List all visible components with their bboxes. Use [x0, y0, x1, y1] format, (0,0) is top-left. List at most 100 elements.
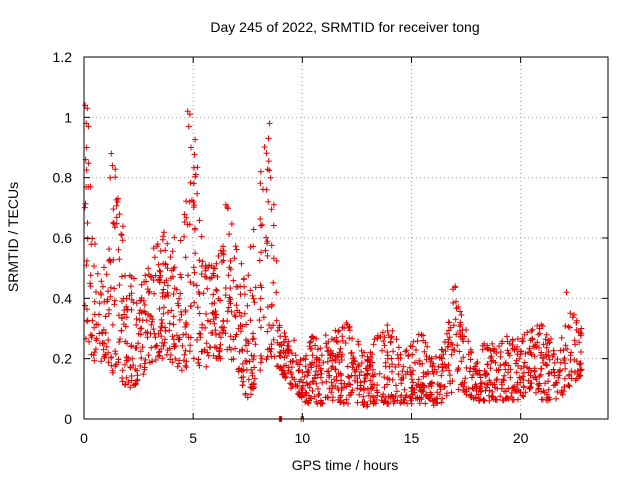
data-point: [460, 338, 467, 345]
data-point: [449, 378, 456, 384]
data-point: [457, 327, 463, 334]
data-point: [164, 240, 171, 247]
data-point: [558, 387, 565, 394]
data-point: [379, 329, 386, 336]
data-point: [273, 258, 280, 264]
data-point: [411, 389, 418, 396]
data-point: [230, 336, 237, 343]
data-point: [553, 395, 559, 402]
data-point: [159, 290, 166, 296]
data-point: [317, 374, 324, 381]
data-point: [167, 356, 174, 363]
data-point: [177, 237, 184, 244]
data-point: [204, 349, 211, 356]
data-point: [339, 324, 346, 331]
data-point: [486, 377, 493, 384]
data-point: [576, 372, 583, 379]
data-point: [203, 363, 210, 370]
data-point: [481, 340, 488, 347]
data-point: [289, 350, 295, 357]
data-point: [346, 392, 353, 399]
data-point: [181, 219, 188, 225]
data-point: [188, 144, 194, 151]
data-point: [467, 356, 474, 363]
data-point: [345, 400, 351, 407]
data-point: [551, 351, 558, 358]
data-point: [249, 292, 256, 299]
data-point: [105, 337, 112, 343]
data-point: [289, 374, 296, 381]
data-point: [226, 231, 233, 238]
data-point: [455, 386, 462, 393]
data-point: [281, 354, 288, 361]
data-point: [335, 386, 342, 393]
data-point: [410, 338, 417, 345]
data-point: [454, 342, 461, 349]
data-point: [355, 363, 362, 370]
data-point: [246, 358, 253, 365]
data-point: [92, 346, 99, 353]
data-point: [344, 363, 351, 370]
data-point: [543, 331, 550, 338]
data-point: [446, 319, 453, 326]
data-point: [567, 310, 574, 317]
data-point: [462, 375, 469, 382]
data-point: [487, 365, 494, 372]
data-point: [227, 285, 234, 292]
axis-ticks: 0 0.2 0.4 0.6 0.8 1 1.2 0 5 10 15 20: [53, 49, 608, 446]
data-point: [378, 397, 385, 404]
data-point: [545, 386, 552, 393]
data-point: [160, 286, 167, 293]
data-point: [325, 394, 332, 401]
data-point: [111, 297, 118, 304]
data-point: [410, 379, 416, 386]
data-point: [281, 371, 288, 378]
data-point: [502, 359, 509, 366]
data-point: [460, 387, 467, 394]
data-point: [153, 342, 160, 349]
data-point: [529, 326, 536, 333]
data-point: [257, 180, 264, 187]
data-point: [302, 363, 309, 370]
data-point: [304, 368, 311, 375]
data-point: [281, 330, 288, 336]
data-point: [457, 321, 464, 328]
data-point: [513, 346, 520, 353]
data-point: [374, 392, 381, 399]
data-point: [128, 283, 134, 290]
data-point: [445, 343, 452, 350]
data-point: [279, 367, 286, 374]
data-point: [83, 167, 90, 173]
data-point: [389, 393, 396, 400]
data-point: [360, 401, 367, 408]
data-point: [509, 397, 516, 403]
data-point: [219, 250, 226, 257]
data-point: [278, 341, 284, 348]
data-point: [191, 202, 198, 209]
data-point: [373, 387, 380, 394]
data-point: [217, 334, 224, 341]
data-point: [260, 314, 267, 321]
data-point: [284, 342, 291, 349]
data-point: [198, 348, 205, 355]
data-point: [211, 343, 218, 350]
data-point: [187, 179, 194, 186]
data-point: [122, 338, 129, 345]
data-point: [306, 339, 313, 346]
data-point: [438, 372, 445, 379]
data-point: [280, 349, 287, 355]
data-point: [374, 332, 381, 339]
data-point: [458, 358, 465, 365]
data-point: [160, 310, 167, 317]
data-point: [233, 283, 240, 290]
data-point: [237, 283, 244, 290]
data-point: [187, 303, 194, 309]
data-point: [513, 369, 520, 376]
data-point: [112, 224, 118, 231]
data-point: [528, 328, 535, 334]
data-point: [433, 399, 440, 406]
data-point: [216, 347, 223, 354]
data-point: [263, 150, 270, 157]
data-point: [324, 394, 331, 400]
data-point: [403, 392, 410, 399]
